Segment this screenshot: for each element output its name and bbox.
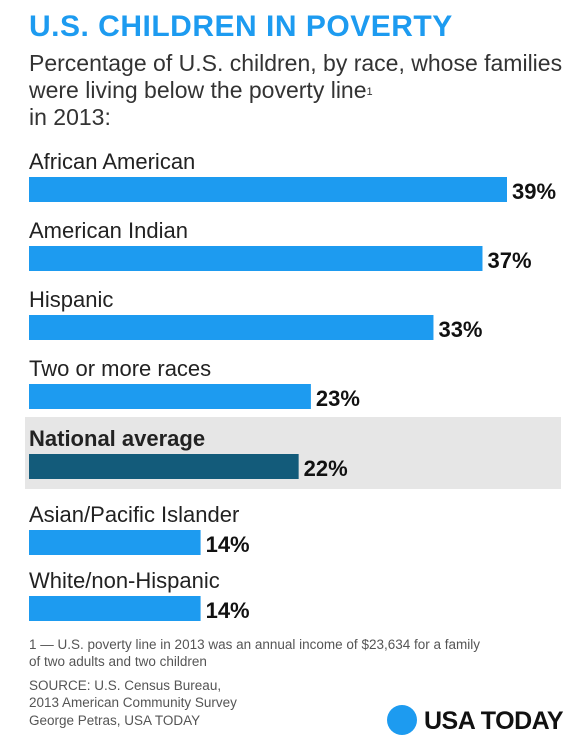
bar	[29, 596, 201, 621]
bar	[29, 177, 507, 202]
bar	[29, 315, 434, 340]
bar	[29, 530, 201, 555]
value-label: 39%	[512, 179, 556, 204]
value-label: 22%	[304, 456, 348, 481]
category-label: American Indian	[29, 218, 188, 243]
subtitle-text-end: in 2013:	[29, 104, 111, 130]
value-label: 14%	[206, 598, 250, 623]
category-label: National average	[29, 426, 205, 451]
usa-today-logo: USA TODAY	[387, 704, 577, 736]
category-label: Hispanic	[29, 287, 113, 312]
category-label: African American	[29, 149, 195, 174]
source-line-1: SOURCE: U.S. Census Bureau,	[29, 678, 222, 693]
category-label: White/non-Hispanic	[29, 568, 220, 593]
category-label: Two or more races	[29, 356, 211, 381]
source-line-2: 2013 American Community Survey	[29, 695, 237, 710]
footnote-marker: 1	[366, 86, 373, 98]
bar	[29, 454, 299, 479]
logo-text: USA TODAY	[424, 707, 564, 735]
subtitle-text: Percentage of U.S. children, by race, wh…	[29, 50, 563, 103]
value-label: 37%	[487, 248, 531, 273]
source-note: SOURCE: U.S. Census Bureau, 2013 America…	[29, 677, 349, 711]
value-label: 33%	[438, 317, 482, 342]
credit-line: George Petras, USA TODAY	[29, 713, 201, 728]
value-label: 23%	[316, 386, 360, 411]
usa-today-dot-icon	[387, 705, 417, 735]
value-label: 14%	[206, 532, 250, 557]
chart-subtitle: Percentage of U.S. children, by race, wh…	[29, 50, 569, 131]
bar	[29, 246, 483, 271]
footnote: 1 — U.S. poverty line in 2013 was an ann…	[29, 637, 481, 669]
chart-title: U.S. CHILDREN IN POVERTY	[29, 10, 453, 43]
category-label: Asian/Pacific Islander	[29, 502, 239, 527]
bar	[29, 384, 311, 409]
